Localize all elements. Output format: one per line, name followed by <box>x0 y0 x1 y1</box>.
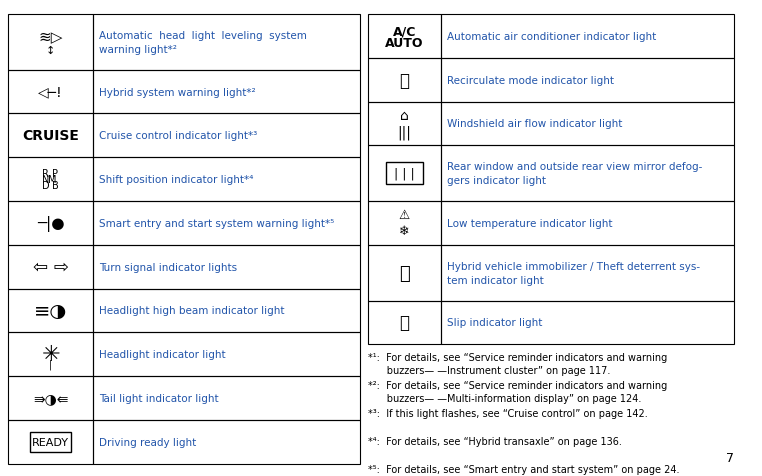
Bar <box>368 245 440 301</box>
Text: Rear window and outside rear view mirror defog-
gers indicator light: Rear window and outside rear view mirror… <box>447 162 702 186</box>
Text: P: P <box>53 169 59 179</box>
Text: ⚠
❄: ⚠ ❄ <box>399 209 410 238</box>
Text: D: D <box>42 181 50 191</box>
Text: *²:  For details, see “Service reminder indicators and warning
      buzzers— —M: *²: For details, see “Service reminder i… <box>368 380 667 404</box>
Text: READY: READY <box>32 437 69 447</box>
Bar <box>94 15 360 70</box>
Text: 🚘: 🚘 <box>399 264 410 282</box>
Text: 🐍: 🐍 <box>399 314 409 332</box>
Bar <box>368 301 440 345</box>
Bar <box>8 289 94 333</box>
Bar <box>94 114 360 158</box>
Bar <box>8 377 94 420</box>
Text: AUTO: AUTO <box>385 37 424 50</box>
Text: | | |: | | | <box>394 167 415 180</box>
Bar <box>94 202 360 245</box>
Bar <box>94 377 360 420</box>
Text: ⇦ ⇨: ⇦ ⇨ <box>33 258 69 276</box>
Text: ✳: ✳ <box>41 345 60 365</box>
Text: ≡◑: ≡◑ <box>34 301 67 320</box>
Text: ↕: ↕ <box>46 46 56 56</box>
Bar <box>94 420 360 464</box>
Bar <box>440 102 734 146</box>
Text: A/C: A/C <box>392 25 416 38</box>
Text: Shift position indicator light*⁴: Shift position indicator light*⁴ <box>99 175 254 185</box>
Text: *³:  If this light flashes, see “Cruise control” on page 142.: *³: If this light flashes, see “Cruise c… <box>368 408 648 418</box>
Text: *⁵:  For details, see “Smart entry and start system” on page 24.: *⁵: For details, see “Smart entry and st… <box>368 464 679 474</box>
Text: Automatic air conditioner indicator light: Automatic air conditioner indicator ligh… <box>447 32 656 42</box>
Bar <box>8 158 94 202</box>
Text: Slip indicator light: Slip indicator light <box>447 318 542 328</box>
Text: M: M <box>48 175 57 185</box>
Bar <box>440 202 734 245</box>
Bar <box>94 333 360 377</box>
Text: *¹:  For details, see “Service reminder indicators and warning
      buzzers— —I: *¹: For details, see “Service reminder i… <box>368 353 667 376</box>
Bar <box>94 245 360 289</box>
Bar <box>8 15 94 70</box>
Text: N: N <box>42 175 50 185</box>
Text: B: B <box>52 181 59 191</box>
Bar <box>8 114 94 158</box>
Text: Driving ready light: Driving ready light <box>99 437 197 447</box>
Text: |: | <box>49 359 53 370</box>
Bar <box>368 202 440 245</box>
Bar <box>440 15 734 59</box>
Text: CRUISE: CRUISE <box>22 129 79 143</box>
Bar <box>8 70 94 114</box>
Text: R: R <box>43 169 50 179</box>
Text: Automatic  head  light  leveling  system
warning light*²: Automatic head light leveling system war… <box>99 31 307 55</box>
Bar <box>440 301 734 345</box>
Bar <box>8 420 94 464</box>
Text: Headlight high beam indicator light: Headlight high beam indicator light <box>99 306 285 316</box>
Text: ◁─!: ◁─! <box>38 85 63 99</box>
Text: *⁴:  For details, see “Hybrid transaxle” on page 136.: *⁴: For details, see “Hybrid transaxle” … <box>368 436 622 446</box>
Text: Hybrid vehicle immobilizer / Theft deterrent sys-
tem indicator light: Hybrid vehicle immobilizer / Theft deter… <box>447 261 700 285</box>
Text: Recirculate mode indicator light: Recirculate mode indicator light <box>447 76 613 85</box>
Text: ⇛◑⇚: ⇛◑⇚ <box>33 391 69 405</box>
Text: Low temperature indicator light: Low temperature indicator light <box>447 218 612 228</box>
Text: Headlight indicator light: Headlight indicator light <box>99 349 226 359</box>
Bar <box>440 59 734 102</box>
Bar <box>440 146 734 202</box>
Bar <box>8 333 94 377</box>
Bar <box>94 289 360 333</box>
Text: Turn signal indicator lights: Turn signal indicator lights <box>99 262 238 272</box>
Text: Smart entry and start system warning light*⁵: Smart entry and start system warning lig… <box>99 218 335 228</box>
Bar <box>8 202 94 245</box>
Bar <box>94 70 360 114</box>
Text: Tail light indicator light: Tail light indicator light <box>99 393 219 403</box>
Text: ⌂
|||: ⌂ ||| <box>397 109 411 139</box>
Text: Hybrid system warning light*²: Hybrid system warning light*² <box>99 88 256 98</box>
Bar <box>440 245 734 301</box>
Bar <box>8 245 94 289</box>
Bar <box>368 102 440 146</box>
Text: ≋▷: ≋▷ <box>38 30 62 45</box>
Text: 🚗: 🚗 <box>399 71 409 89</box>
Bar <box>368 59 440 102</box>
Text: ─|●: ─|● <box>37 216 64 231</box>
Bar <box>94 158 360 202</box>
Bar <box>368 15 440 59</box>
Bar <box>368 146 440 202</box>
Text: 7: 7 <box>725 451 734 464</box>
Text: Cruise control indicator light*³: Cruise control indicator light*³ <box>99 131 258 141</box>
Text: Windshield air flow indicator light: Windshield air flow indicator light <box>447 119 622 129</box>
